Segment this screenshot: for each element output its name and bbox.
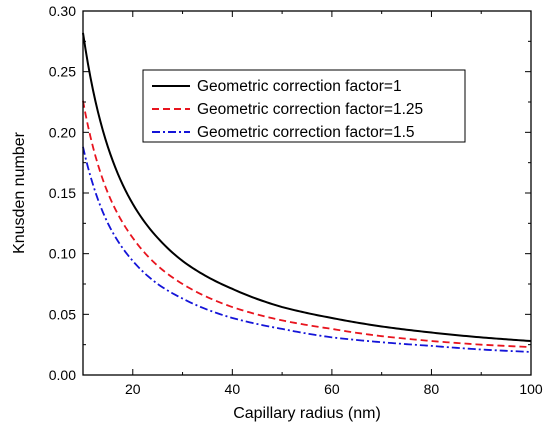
series-line-3: [82, 146, 532, 353]
legend: Geometric correction factor=1 Geometric c…: [142, 69, 466, 143]
y-tick-label: 0.00: [49, 367, 76, 383]
axis-layer: 20 40 60 80 100 0.00 0.05 0.10 0.15 0.20 0.25 0.30: [49, 3, 543, 397]
y-tick-label: 0.25: [49, 64, 76, 80]
legend-label-3: Geometric correction factor=1.5: [197, 124, 415, 141]
series-line-2: [82, 100, 532, 348]
x-axis-title: Capillary radius (nm): [233, 405, 381, 422]
x-tick-label: 80: [424, 381, 440, 397]
series-layer: [82, 32, 532, 353]
plot-frame: [82, 10, 532, 376]
y-tick-label: 0.10: [49, 246, 76, 262]
series-line-1: [82, 32, 532, 343]
x-tick-label: 40: [225, 381, 241, 397]
y-tick-label: 0.15: [49, 185, 76, 201]
y-axis-title: Knusden number: [11, 131, 28, 254]
y-tick-label: 0.05: [49, 306, 76, 322]
y-tick-label: 0.30: [49, 3, 76, 19]
legend-box: [142, 69, 466, 143]
legend-label-1: Geometric correction factor=1: [197, 78, 402, 95]
y-tick-label: 0.20: [49, 124, 76, 140]
legend-label-2: Geometric correction factor=1.25: [197, 101, 423, 118]
x-tick-label: 100: [519, 381, 543, 397]
x-tick-label: 20: [125, 381, 141, 397]
x-tick-label: 60: [324, 381, 340, 397]
